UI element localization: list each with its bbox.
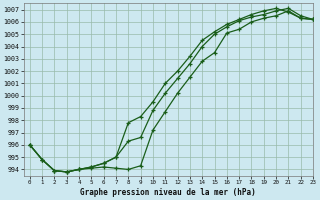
X-axis label: Graphe pression niveau de la mer (hPa): Graphe pression niveau de la mer (hPa): [80, 188, 256, 197]
